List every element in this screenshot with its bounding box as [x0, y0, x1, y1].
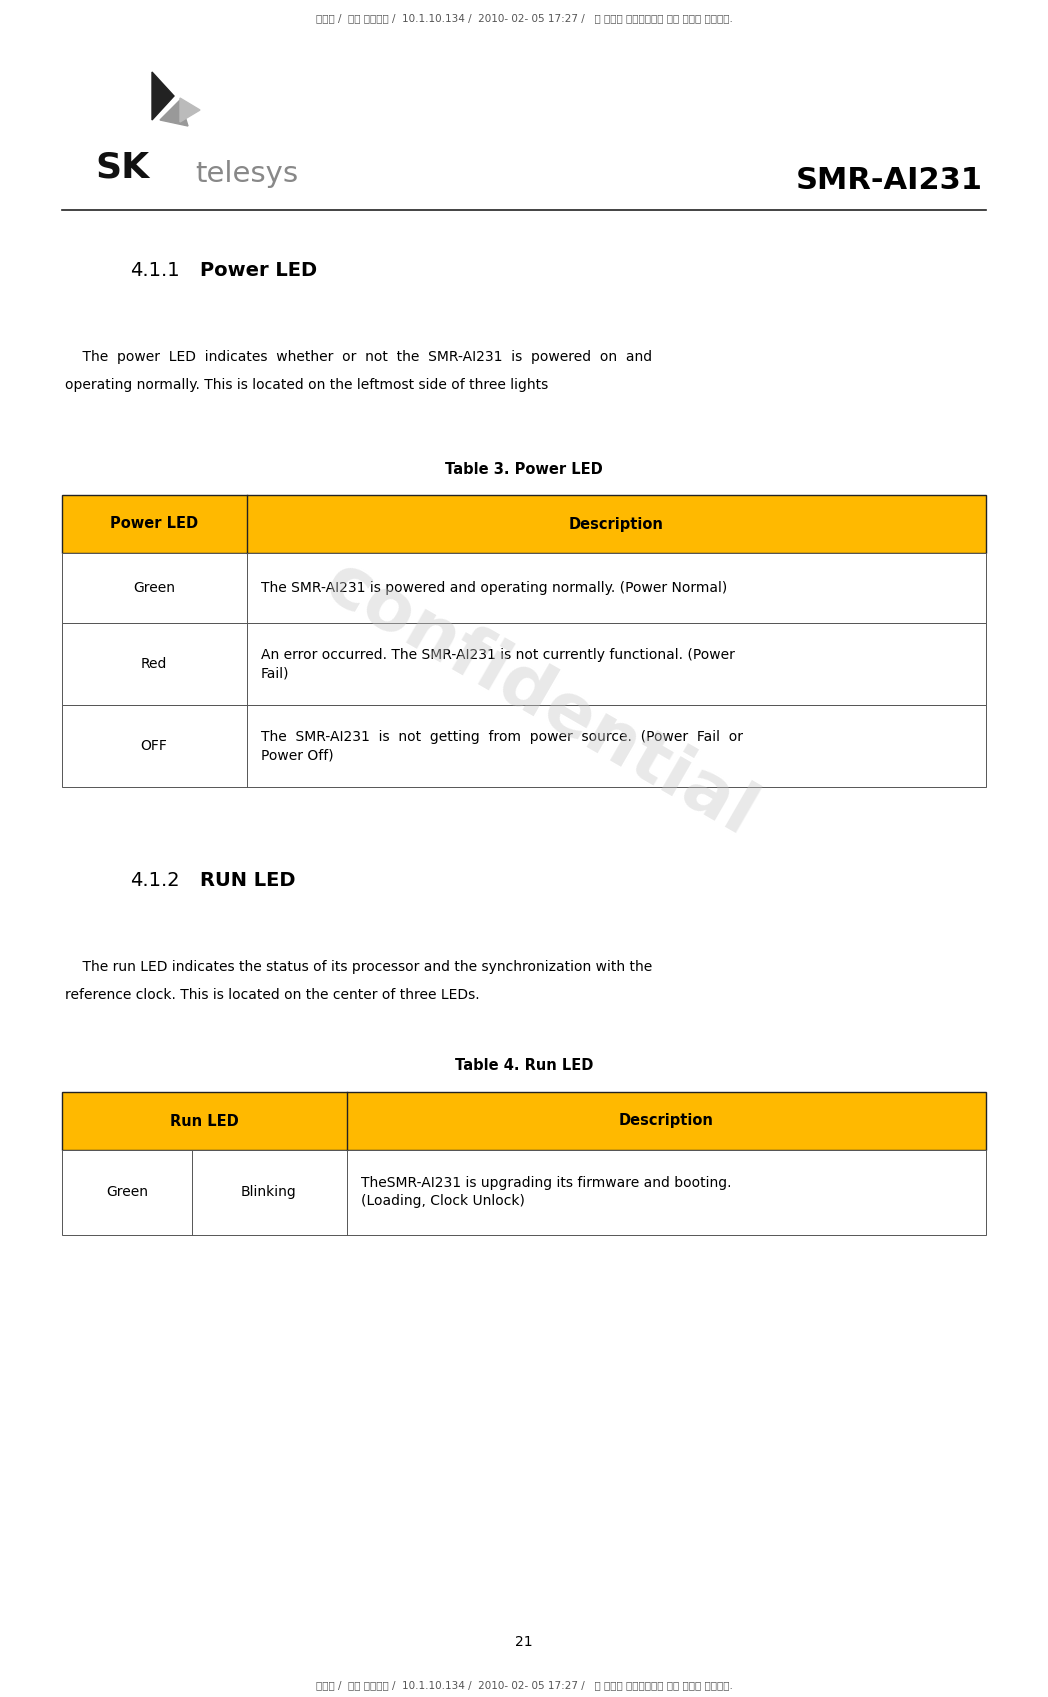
Text: An error occurred. The SMR-AI231 is not currently functional. (Power
Fail): An error occurred. The SMR-AI231 is not …: [261, 648, 735, 680]
Text: 총무팀 /  사원 테스트용 /  10.1.10.134 /  2010- 02- 05 17:27 /   이 문서는 보안문서로서 외부 반출을 금합니다: 총무팀 / 사원 테스트용 / 10.1.10.134 / 2010- 02- …: [315, 1680, 733, 1690]
Text: Description: Description: [569, 516, 663, 531]
Text: telesys: telesys: [195, 160, 298, 188]
Text: Green: Green: [133, 580, 175, 596]
Text: TheSMR-AI231 is upgrading its firmware and booting.
(Loading, Clock Unlock): TheSMR-AI231 is upgrading its firmware a…: [361, 1176, 732, 1208]
Text: 4.1.2: 4.1.2: [130, 871, 179, 889]
Text: 21: 21: [516, 1634, 532, 1649]
Text: The  SMR-AI231  is  not  getting  from  power  source.  (Power  Fail  or
Power O: The SMR-AI231 is not getting from power …: [261, 730, 743, 762]
Text: The SMR-AI231 is powered and operating normally. (Power Normal): The SMR-AI231 is powered and operating n…: [261, 580, 727, 596]
Bar: [62, 496, 986, 553]
Text: OFF: OFF: [140, 738, 168, 753]
Bar: [62, 1091, 986, 1151]
Text: Table 4. Run LED: Table 4. Run LED: [455, 1057, 593, 1073]
Text: confidential: confidential: [312, 548, 767, 852]
Text: Power LED: Power LED: [200, 261, 318, 280]
Bar: [62, 553, 986, 623]
Text: 4.1.1: 4.1.1: [130, 261, 179, 280]
Text: SMR-AI231: SMR-AI231: [796, 166, 983, 195]
Text: 총무팀 /  사원 테스트용 /  10.1.10.134 /  2010- 02- 05 17:27 /   이 문서는 보안문서로서 외부 반출을 금합니다: 총무팀 / 사원 테스트용 / 10.1.10.134 / 2010- 02- …: [315, 14, 733, 24]
Text: RUN LED: RUN LED: [200, 871, 296, 889]
Text: The run LED indicates the status of its processor and the synchronization with t: The run LED indicates the status of its …: [65, 961, 652, 974]
Bar: [62, 623, 986, 704]
Polygon shape: [152, 71, 174, 120]
Text: Run LED: Run LED: [170, 1113, 238, 1129]
Bar: [62, 704, 986, 787]
Text: Blinking: Blinking: [241, 1185, 297, 1200]
Text: Table 3. Power LED: Table 3. Power LED: [445, 463, 603, 477]
Text: SK: SK: [95, 151, 149, 185]
Bar: [62, 1151, 986, 1235]
Text: Green: Green: [106, 1185, 148, 1200]
Text: reference clock. This is located on the center of three LEDs.: reference clock. This is located on the …: [65, 988, 480, 1001]
Text: The  power  LED  indicates  whether  or  not  the  SMR-AI231  is  powered  on  a: The power LED indicates whether or not t…: [65, 350, 652, 363]
Polygon shape: [180, 98, 200, 122]
Polygon shape: [160, 100, 188, 126]
Text: Red: Red: [140, 657, 168, 670]
Text: operating normally. This is located on the leftmost side of three lights: operating normally. This is located on t…: [65, 378, 548, 392]
Text: Description: Description: [618, 1113, 714, 1129]
Text: Power LED: Power LED: [110, 516, 198, 531]
